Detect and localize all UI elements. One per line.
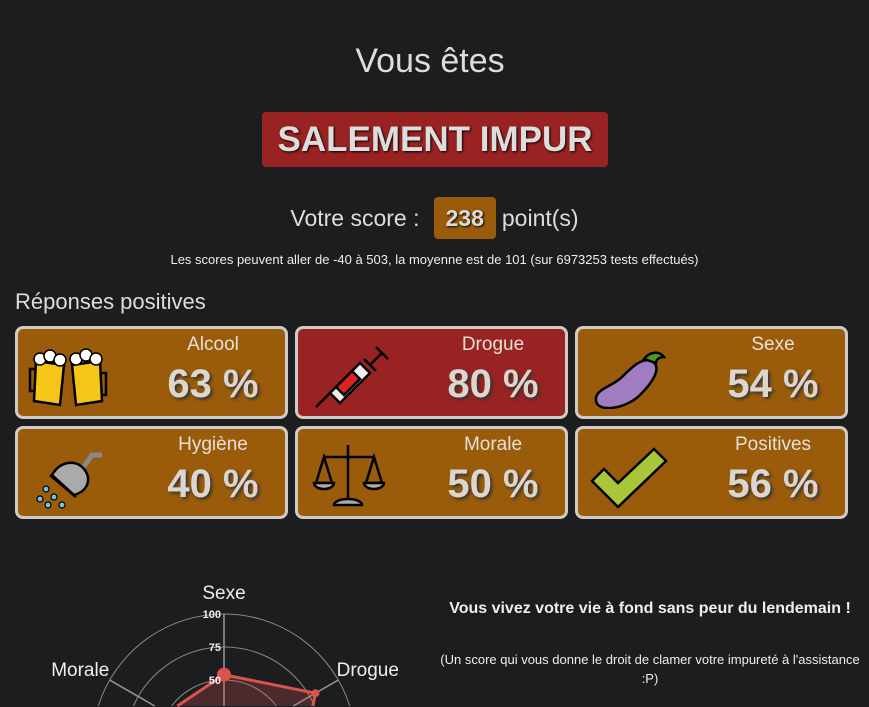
card-label: Hygiène: [178, 434, 248, 455]
radar-series-line: [223, 673, 316, 695]
radar-tick-label: 100: [203, 609, 221, 621]
radar-point-drogue: [311, 689, 320, 698]
eggplant-icon: [594, 351, 667, 409]
scales-icon: [312, 445, 386, 507]
card-value: 40 %: [167, 462, 259, 506]
score-prefix: Votre score :: [290, 205, 420, 231]
radar-chart: 50 75 100 Sexe Drogue Morale: [51, 583, 399, 707]
card-value: 63 %: [167, 362, 259, 406]
card-positives: Positives 56 %: [575, 426, 848, 519]
score-line: Votre score : 238 point(s): [0, 197, 869, 239]
verdict-badge: SALEMENT IMPUR: [262, 112, 608, 167]
card-label: Sexe: [751, 334, 795, 355]
radar-axis: [109, 679, 156, 707]
card-drogue: Drogue 80 %: [295, 326, 568, 419]
score-range-text: Les scores peuvent aller de -40 à 503, l…: [170, 252, 699, 267]
result-message: Vous vivez votre vie à fond sans peur du…: [449, 600, 851, 617]
radar-axis-label: Sexe: [202, 583, 245, 604]
radar-axis-label: Drogue: [337, 660, 399, 681]
card-value: 80 %: [447, 362, 539, 406]
card-value: 54 %: [727, 362, 819, 406]
card-label: Morale: [463, 434, 523, 455]
checkmark-icon: [590, 447, 668, 509]
card-sexe: Sexe 54 %: [575, 326, 848, 419]
radar-series-area: [177, 674, 316, 706]
card-hygiene: Hygiène 40 %: [15, 426, 288, 519]
card-label: Alcool: [187, 334, 239, 355]
section-title: Réponses positives: [15, 289, 206, 314]
shower-icon: [36, 452, 102, 509]
result-heading: Vous êtes: [355, 42, 505, 80]
radar-axis-label: Morale: [51, 660, 109, 681]
card-label: Drogue: [461, 334, 525, 355]
beer-mugs-icon: [28, 348, 108, 407]
card-value: 56 %: [727, 462, 819, 506]
card-label: Positives: [734, 434, 812, 455]
card-value: 50 %: [447, 462, 539, 506]
radar-point-sexe: [217, 667, 231, 682]
syringe-icon: [315, 346, 389, 408]
radar-series-line: [176, 673, 225, 707]
score-value: 238: [433, 197, 496, 239]
result-subtitle: (Un score qui vous donne le droit de cla…: [440, 652, 860, 686]
card-morale: Morale 50 %: [295, 426, 568, 519]
card-alcool: Alcool 63 %: [15, 326, 288, 419]
radar-tick-label: 50: [209, 675, 221, 687]
score-suffix: point(s): [501, 205, 579, 231]
radar-tick-label: 75: [209, 642, 221, 654]
